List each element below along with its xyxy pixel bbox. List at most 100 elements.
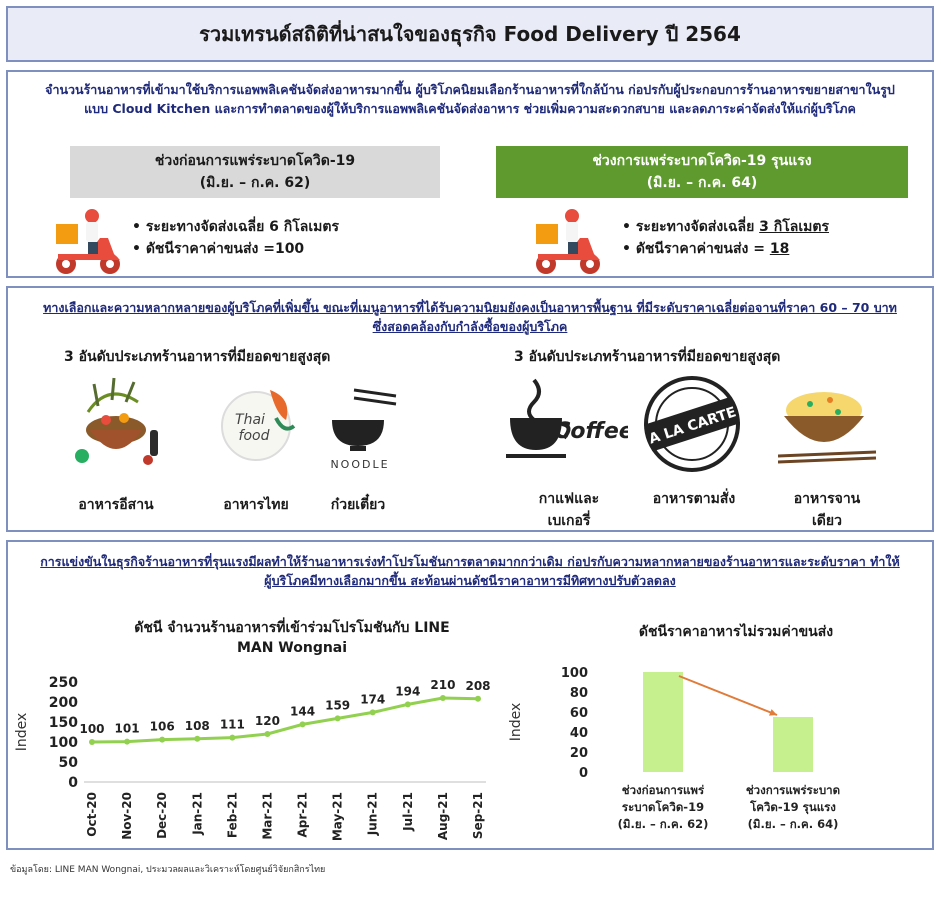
bar-x-tick-label: (มิ.ย. – ก.ค. 64)	[748, 817, 839, 831]
after-period-line1: ช่วงการแพร่ระบาดโควิด-19 รุนแรง	[592, 153, 812, 169]
bar-x-tick-label: ช่วงการแพร่ระบาด	[746, 783, 840, 797]
competition-panel: การแข่งขันในธุรกิจร้านอาหารที่รุนแรงมีผล…	[6, 540, 934, 850]
line-data-point	[439, 695, 446, 701]
line-y-tick-label: 0	[68, 775, 78, 791]
line-x-tick-label: Mar-21	[260, 792, 274, 840]
popular-food-intro: ทางเลือกและความหลากหลายของผู้บริโภคที่เพ…	[43, 300, 897, 334]
after-fee-item: ดัชนีราคาค่าขนส่ง = 18	[622, 238, 829, 260]
before-period-line2: (มิ.ย. – ก.ค. 62)	[199, 175, 311, 191]
line-y-tick-label: 250	[49, 675, 78, 691]
line-y-tick-label: 50	[59, 755, 79, 771]
line-data-point	[124, 738, 131, 745]
line-data-point	[159, 736, 166, 743]
line-data-point	[89, 739, 95, 745]
food-price-chart-title: ดัชนีราคาอาหารไม่รวมค่าขนส่ง	[638, 624, 834, 640]
before-item-isan-label: อาหารอีสาน	[78, 497, 154, 513]
line-data-label: 100	[79, 722, 104, 736]
during-covid-stats: ระยะทางจัดส่งเฉลี่ย 3 กิโลเมตร ดัชนีราคา…	[622, 216, 829, 260]
line-x-tick-label: Nov-20	[120, 792, 134, 840]
before-distance-value: 6 กิโลเมตร	[269, 219, 339, 235]
line-y-tick-label: 200	[49, 695, 78, 711]
competition-intro: การแข่งขันในธุรกิจร้านอาหารที่รุนแรงมีผล…	[40, 554, 900, 588]
line-x-tick-label: Apr-21	[296, 792, 310, 837]
before-covid-period-header: ช่วงก่อนการแพร่ระบาดโควิด-19 (มิ.ย. – ก.…	[70, 146, 440, 198]
line-x-tick-label: Jun-21	[366, 792, 380, 836]
line-series-path	[91, 696, 479, 744]
line-data-point	[229, 734, 236, 741]
line-data-label: 174	[360, 692, 385, 706]
before-distance-item: ระยะทางจัดส่งเฉลี่ย 6 กิโลเมตร	[132, 216, 339, 238]
bar-x-tick-label: (มิ.ย. – ก.ค. 62)	[618, 817, 709, 831]
bar-y-tick-label: 60	[570, 706, 588, 721]
line-x-tick-label: May-21	[331, 792, 345, 841]
line-x-tick-label: Jul-21	[401, 792, 415, 832]
line-x-tick-label: Aug-21	[436, 792, 450, 840]
decline-arrow-line	[678, 675, 778, 716]
line-data-label: 208	[465, 679, 490, 693]
before-item-noodle-label: ก๋วยเตี๋ยว	[330, 497, 386, 513]
line-x-tick-label: Oct-20	[85, 792, 99, 837]
line-data-label: 108	[185, 719, 210, 733]
popular-food-panel: ทางเลือกและความหลากหลายของผู้บริโภคที่เพ…	[6, 286, 934, 532]
before-top3-heading: 3 อันดับประเภทร้านอาหารที่มียอดขายสูงสุด	[64, 349, 331, 365]
before-period-line1: ช่วงก่อนการแพร่ระบาดโควิด-19	[154, 153, 356, 169]
thai-food-badge-line2: food	[239, 428, 270, 444]
noodle-icon: NOODLE	[330, 388, 397, 471]
after-item-a-la-carte-label: อาหารตามสั่ง	[652, 491, 736, 507]
decline-arrow-head	[769, 709, 777, 716]
line-data-label: 111	[220, 718, 245, 732]
after-period-line2: (มิ.ย. – ก.ค. 64)	[646, 175, 758, 191]
bar-y-tick-label: 80	[570, 686, 588, 701]
delivery-intro-text: จำนวนร้านอาหารที่เข้ามาใช้บริการแอพพลิเค…	[45, 82, 895, 116]
line-x-tick-label: Sep-21	[471, 792, 485, 839]
line-data-label: 101	[115, 722, 140, 736]
bar-x-tick-label: ช่วงก่อนการแพร่	[622, 783, 705, 797]
line-data-label: 159	[325, 698, 350, 712]
line-y-tick-label: 150	[49, 715, 78, 731]
line-data-label: 144	[290, 704, 315, 718]
source-note: ข้อมูลโดย: LINE MAN Wongnai, ประมวลผลและ…	[10, 865, 326, 875]
bar-y-tick-label: 0	[579, 766, 588, 781]
coffee-icon: Coffee	[506, 378, 628, 458]
bar-y-tick-label: 100	[561, 666, 588, 681]
before-fee-value: 100	[274, 241, 305, 257]
bar-y-tick-label: 40	[570, 726, 588, 741]
food-price-bar-chart: Index 0 20 40 60 80 100 ช่วงก่อนการแพร่ระบาดโคว…	[508, 666, 840, 831]
line-data-point	[299, 721, 306, 728]
after-distance-item: ระยะทางจัดส่งเฉลี่ย 3 กิโลเมตร	[622, 216, 829, 238]
page-title: รวมเทรนด์สถิติที่น่าสนใจของธุรกิจ Food D…	[6, 6, 934, 62]
bar-y-axis-label: Index	[508, 703, 524, 742]
promo-chart-title: ดัชนี จำนวนร้านอาหารที่เข้าร่วมโปรโมชันก…	[134, 620, 450, 656]
line-data-label: 210	[430, 678, 455, 692]
before-fee-item: ดัชนีราคาค่าขนส่ง =100	[132, 238, 339, 260]
line-x-tick-label: Dec-20	[155, 792, 169, 839]
before-covid-stats: ระยะทางจัดส่งเฉลี่ย 6 กิโลเมตร ดัชนีราคา…	[132, 216, 339, 260]
isan-food-icon	[75, 377, 158, 465]
noodle-caption: NOODLE	[330, 458, 389, 471]
after-top3-heading: 3 อันดับประเภทร้านอาหารที่มียอดขายสูงสุด	[514, 349, 781, 365]
fried-rice-icon	[778, 392, 877, 464]
after-distance-value: 3 กิโลเมตร	[759, 219, 829, 235]
thai-food-icon: Thai food	[221, 390, 296, 461]
after-item-single-dish-label: อาหารจาน เดียว	[793, 491, 861, 529]
a-la-carte-icon: A LA CARTE	[643, 376, 741, 472]
before-item-thai-label: อาหารไทย	[223, 497, 289, 513]
line-data-point	[334, 715, 341, 722]
line-y-tick-label: 100	[49, 735, 78, 751]
line-data-point	[404, 701, 411, 708]
line-data-label: 120	[255, 714, 280, 728]
after-fee-value: 18	[769, 241, 790, 257]
line-data-point	[369, 709, 376, 716]
bar-x-tick-label: โควิด-19 รุนแรง	[749, 799, 836, 815]
line-data-point	[264, 731, 271, 737]
delivery-trend-panel: จำนวนร้านอาหารที่เข้ามาใช้บริการแอพพลิเค…	[6, 70, 934, 278]
bar-rect	[773, 717, 813, 772]
during-covid-period-header: ช่วงการแพร่ระบาดโควิด-19 รุนแรง (มิ.ย. –…	[496, 146, 908, 198]
page-title-text: รวมเทรนด์สถิติที่น่าสนใจของธุรกิจ Food D…	[199, 22, 741, 46]
line-data-point	[194, 735, 201, 742]
line-data-label: 194	[395, 684, 420, 698]
bar-rect	[643, 672, 683, 772]
line-x-tick-label: Feb-21	[225, 792, 239, 838]
line-data-label: 106	[150, 720, 175, 734]
line-x-tick-label: Jan-21	[190, 792, 204, 836]
